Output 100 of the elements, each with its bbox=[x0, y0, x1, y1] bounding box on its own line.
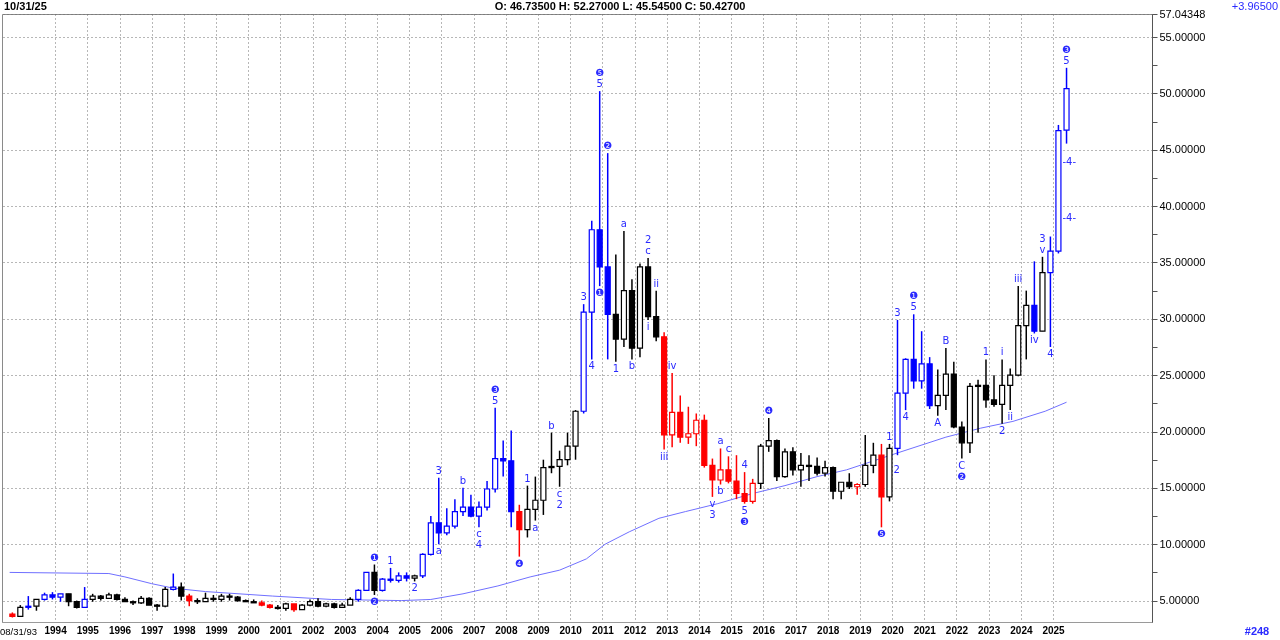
annotation: 2 bbox=[893, 463, 900, 475]
annotation: 4 bbox=[741, 459, 748, 471]
candlestick bbox=[749, 478, 756, 505]
y-tick-label: 20.00000 bbox=[1159, 425, 1206, 438]
y-tick-label: 40.00000 bbox=[1159, 199, 1206, 212]
x-tick-label: 2003 bbox=[334, 624, 357, 636]
candlestick bbox=[483, 480, 491, 512]
x-tick-label: 2017 bbox=[784, 624, 808, 636]
annotation: b bbox=[459, 474, 467, 486]
annotation: iii bbox=[1014, 273, 1023, 285]
annotation: c bbox=[725, 443, 732, 455]
y-tick-label: 15.00000 bbox=[1159, 481, 1206, 494]
y-tick-label: 10.00000 bbox=[1159, 537, 1206, 550]
y-tick-label: 55.00000 bbox=[1159, 30, 1206, 43]
y-tick-label: 5.00000 bbox=[1159, 594, 1200, 607]
x-tick-label: 2010 bbox=[559, 624, 583, 636]
annotation: 1 bbox=[524, 472, 531, 484]
annotation: 5 bbox=[1063, 54, 1070, 66]
candlestick bbox=[862, 434, 869, 488]
annotation: ❶ bbox=[909, 290, 919, 302]
x-tick-label: 1999 bbox=[205, 624, 229, 636]
candlestick bbox=[81, 586, 88, 609]
candlestick bbox=[805, 454, 813, 482]
annotation: ❹ bbox=[514, 557, 524, 569]
annotation: 3 bbox=[709, 508, 716, 520]
annotation: 4 bbox=[588, 360, 595, 372]
candlestick bbox=[990, 374, 998, 408]
candlestick bbox=[1007, 367, 1014, 411]
candlestick bbox=[982, 358, 990, 409]
annotation: ❶ bbox=[595, 287, 605, 299]
annotation: a bbox=[620, 217, 627, 229]
candlestick bbox=[435, 476, 442, 545]
x-tick-label: 1998 bbox=[173, 624, 196, 636]
candlestick bbox=[958, 420, 965, 460]
x-tick-label: 2024 bbox=[1010, 624, 1033, 636]
annotation: 2 bbox=[998, 424, 1006, 436]
annotation: 5 bbox=[910, 301, 917, 313]
annotation: a bbox=[717, 435, 724, 447]
x-tick-label: 2015 bbox=[720, 624, 744, 636]
candlestick bbox=[934, 368, 941, 417]
candlestick bbox=[942, 347, 949, 411]
annotation: iv bbox=[667, 359, 677, 371]
x-tick-label: 2023 bbox=[978, 624, 1001, 636]
x-tick-label: 2002 bbox=[302, 624, 325, 636]
x-tick-label: 2006 bbox=[430, 624, 454, 636]
annotation: 1 bbox=[982, 346, 990, 358]
x-tick-label: 2009 bbox=[527, 624, 551, 636]
annotation: 3 bbox=[435, 464, 442, 476]
annotation: 1 bbox=[612, 362, 620, 374]
x-tick-label: 2012 bbox=[623, 624, 647, 636]
y-tick-label: 50.00000 bbox=[1159, 86, 1206, 99]
candlestick bbox=[789, 446, 796, 477]
annotation: B bbox=[942, 335, 950, 347]
annotation: 3 bbox=[1039, 232, 1046, 244]
annotation: -4- bbox=[1062, 212, 1077, 224]
candlestick bbox=[443, 507, 450, 536]
annotation: 1 bbox=[886, 430, 893, 442]
candlestick bbox=[475, 500, 483, 529]
annotation: 2 bbox=[556, 498, 563, 510]
x-tick-label: 1997 bbox=[141, 624, 164, 636]
annotation: C bbox=[958, 459, 966, 471]
annotation: 2 bbox=[644, 233, 652, 245]
x-tick-label: 2022 bbox=[945, 624, 969, 636]
text: +3.96500 bbox=[1231, 0, 1278, 12]
annotation: ❸ bbox=[1062, 43, 1072, 55]
annotation: 3 bbox=[894, 306, 901, 318]
annotation: a bbox=[435, 545, 442, 557]
annotation: ii bbox=[653, 277, 659, 289]
text: #248 bbox=[1244, 625, 1270, 637]
candlestick bbox=[814, 456, 821, 477]
annotation: ❺ bbox=[595, 67, 605, 79]
text: 08/31/93 bbox=[0, 626, 37, 637]
candlestick bbox=[653, 289, 660, 343]
text: 10/31/25 bbox=[4, 0, 47, 12]
candlestick bbox=[669, 372, 676, 449]
annotation: 4 bbox=[1047, 347, 1054, 359]
annotation: ❷ bbox=[603, 140, 613, 152]
candlestick bbox=[451, 498, 458, 530]
candlestick bbox=[363, 571, 370, 592]
x-tick-label: 2005 bbox=[398, 624, 422, 636]
annotation: 1 bbox=[387, 554, 394, 566]
x-tick-label: 2001 bbox=[269, 624, 293, 636]
annotation: 2 bbox=[411, 582, 418, 594]
candlestick bbox=[829, 465, 837, 500]
candlestick bbox=[459, 487, 467, 517]
candlestick bbox=[516, 504, 523, 558]
y-tick-label: 25.00000 bbox=[1159, 368, 1206, 381]
candlestick bbox=[500, 439, 507, 478]
candlestick bbox=[178, 581, 185, 602]
candlestick bbox=[854, 482, 861, 496]
annotation: b bbox=[717, 485, 724, 497]
annotation: c bbox=[556, 487, 563, 499]
annotation: A bbox=[934, 416, 942, 428]
annotation: 3 bbox=[580, 291, 587, 303]
annotation: 5 bbox=[741, 504, 748, 516]
annotation: v bbox=[1039, 243, 1046, 255]
annotation: 5 bbox=[491, 394, 499, 406]
candlestick bbox=[974, 378, 982, 434]
x-tick-label: 1996 bbox=[108, 624, 132, 636]
candlestick bbox=[419, 552, 426, 579]
